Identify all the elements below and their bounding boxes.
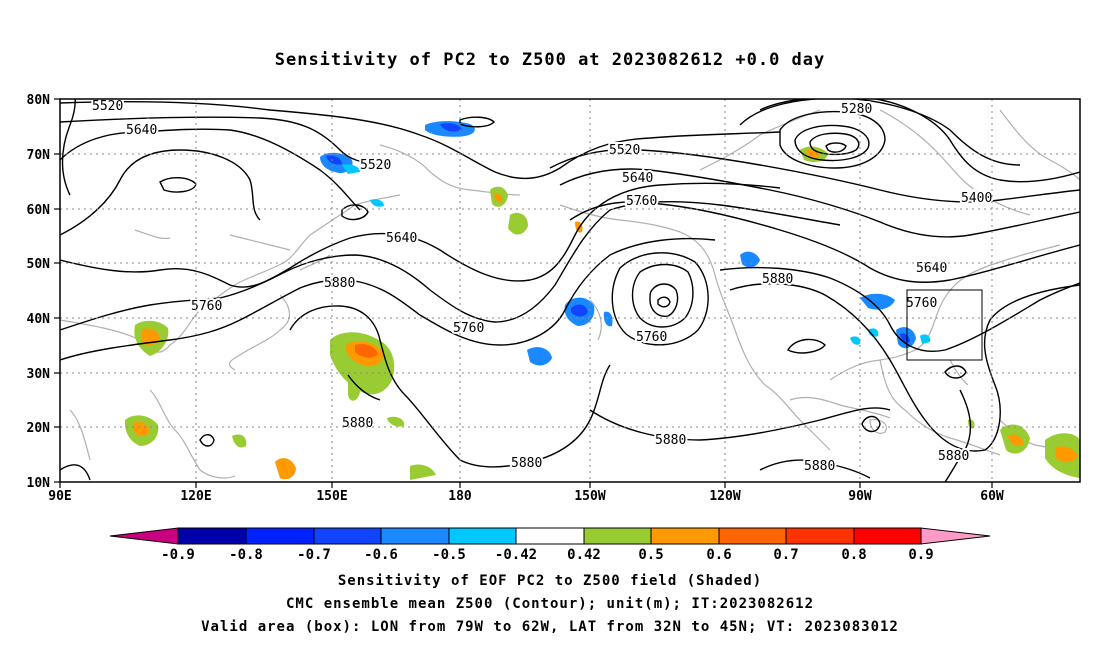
contour-label: 5880 [804,459,835,474]
caption-line-3: Valid area (box): LON from 79W to 62W, L… [201,619,899,635]
colorbar-segment [109,527,179,545]
lat-label: 30N [27,367,51,382]
longitude-labels: 90E 120E 150E 180 150W 120W 90W 60W [48,489,1004,504]
lon-label: 150E [316,489,347,504]
colorbar-label: 0.9 [908,547,933,563]
colorbar-label: 0.5 [638,547,663,563]
colorbar-labels: -0.9 -0.8 -0.7 -0.6 -0.5 -0.42 0.42 0.5 … [161,547,934,563]
coastlines [60,109,1080,479]
contour-label: 5520 [360,158,391,173]
contour-label: 5760 [636,330,667,345]
contour-label: 5640 [622,171,653,186]
colorbar-segment [785,527,855,545]
contour-label: 5760 [626,194,657,209]
contour-label: 5760 [453,321,484,336]
valid-area-box [906,289,983,361]
lat-label: 10N [27,476,51,491]
map-frame [59,98,1081,483]
colorbar-label: 0.8 [841,547,866,563]
colorbar-segment [448,527,517,545]
lat-label: 20N [27,421,51,436]
contour-label: 5280 [841,102,872,117]
contour-label: 5520 [609,143,640,158]
colorbar [109,527,991,545]
colorbar-segment [853,527,922,545]
map-grid [60,99,1080,482]
colorbar-label: -0.6 [364,547,398,563]
colorbar-segment [583,527,652,545]
contour-label: 5880 [324,276,355,291]
lon-label: 120W [709,489,740,504]
colorbar-segment [245,527,315,545]
contour-label: 5640 [386,231,417,246]
colorbar-label: 0.42 [567,547,601,563]
colorbar-label: -0.8 [229,547,263,563]
lon-label: 90W [848,489,872,504]
lon-label: 120E [180,489,211,504]
lon-label: 90E [48,489,71,504]
contour-labels: 5520 5640 5520 5640 5880 5760 5760 5520 … [90,99,994,476]
z500-contours [60,99,1080,482]
contour-label: 5880 [511,456,542,471]
contour-label: 5760 [906,296,937,311]
lon-label: 150W [574,489,605,504]
latitude-labels: 80N 70N 60N 50N 40N 30N 20N 10N [27,93,51,491]
colorbar-label: -0.5 [432,547,466,563]
colorbar-segment [380,527,450,545]
colorbar-segment [177,527,247,545]
contour-label: 5520 [92,99,123,114]
contour-label: 5880 [342,416,373,431]
colorbar-segment [515,527,585,545]
lat-label: 70N [27,148,51,163]
colorbar-label: -0.42 [495,547,537,563]
caption-line-1: Sensitivity of EOF PC2 to Z500 field (Sh… [337,573,763,589]
colorbar-label: 0.7 [773,547,798,563]
caption-line-2: CMC ensemble mean Z500 (Contour); unit(m… [285,596,814,612]
lat-label: 60N [27,203,51,218]
axis-ticks [54,98,993,488]
sensitivity-shading [124,121,1080,480]
colorbar-label: -0.7 [297,547,331,563]
colorbar-segment [650,527,720,545]
colorbar-segment [920,527,991,545]
page-title: Sensitivity of PC2 to Z500 at 2023082612… [274,50,826,70]
lon-label: 180 [448,489,472,504]
contour-label: 5760 [191,299,222,314]
contour-label: 5880 [655,433,686,448]
lat-label: 80N [27,93,51,108]
lat-label: 50N [27,257,51,272]
colorbar-label: 0.6 [706,547,731,563]
contour-label: 5400 [961,191,992,206]
contour-label: 5880 [938,449,969,464]
contour-label: 5640 [126,123,157,138]
lat-label: 40N [27,312,51,327]
contour-label: 5640 [916,261,947,276]
contour-label: 5880 [762,272,793,287]
colorbar-segment [313,527,382,545]
colorbar-label: -0.9 [161,547,195,563]
lon-label: 60W [980,489,1004,504]
colorbar-segment [718,527,787,545]
